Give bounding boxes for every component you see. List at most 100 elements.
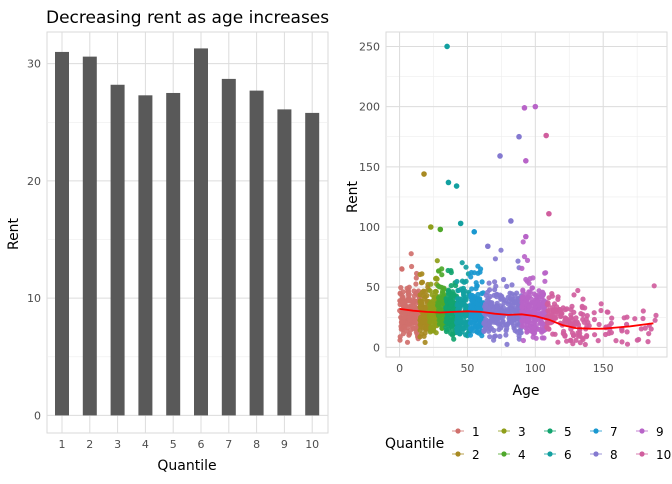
scatter-point-quantile-7 (479, 290, 485, 297)
scatter-outlier-point (485, 243, 491, 250)
scatter-y-tick-label: 0 (373, 341, 380, 354)
scatter-outlier-points (421, 43, 552, 250)
legend-label-10: 10 (656, 448, 671, 462)
scatter-point-quantile-6 (454, 327, 460, 333)
bar-6 (194, 48, 208, 416)
bar-1 (55, 51, 69, 416)
scatter-point-quantile-7 (468, 274, 474, 280)
scatter-point-quantile-3 (430, 314, 436, 321)
scatter-point-quantile-4 (439, 272, 445, 278)
scatter-point-quantile-8 (484, 289, 491, 295)
scatter-point-quantile-1 (404, 285, 410, 291)
scatter-point-quantile-2 (424, 293, 430, 299)
legend-key-6 (547, 451, 553, 457)
scatter-point-quantile-8 (498, 247, 504, 253)
scatter-point-quantile-7 (475, 306, 481, 312)
scatter-point-quantile-10 (571, 332, 577, 338)
scatter-point-quantile-3 (434, 258, 440, 264)
scatter-point-quantile-10 (640, 315, 646, 322)
scatter-point-quantile-8 (494, 291, 500, 297)
scatter-point-quantile-10 (573, 337, 579, 343)
bar-x-axis-label: Quantile (157, 458, 216, 474)
scatter-point-quantile-1 (399, 295, 406, 301)
scatter-point-quantile-2 (419, 271, 425, 277)
bar-x-tick-label: 5 (170, 438, 177, 451)
scatter-point-quantile-9 (539, 320, 546, 327)
scatter-point-quantile-8 (494, 303, 500, 309)
scatter-point-quantile-5 (444, 315, 450, 321)
scatter-point-quantile-10 (577, 340, 583, 346)
scatter-point-quantile-10 (549, 293, 556, 299)
scatter-point-quantile-2 (420, 318, 426, 324)
scatter-point-quantile-5 (445, 267, 451, 274)
scatter-point-quantile-10 (568, 337, 574, 343)
legend-key-5 (547, 428, 553, 434)
scatter-point-quantile-10 (592, 332, 598, 338)
scatter-outlier-point (453, 183, 460, 189)
scatter-point-quantile-10 (598, 307, 604, 314)
scatter-point-quantile-1 (406, 297, 412, 303)
scatter-point-quantile-7 (469, 292, 475, 298)
scatter-point-quantile-10 (573, 315, 579, 321)
scatter-point-quantile-8 (491, 337, 497, 343)
scatter-point-quantile-3 (428, 324, 434, 330)
scatter-point-quantile-10 (579, 305, 586, 311)
bar-y-tick-label: 20 (27, 175, 41, 188)
scatter-point-quantile-9 (520, 239, 526, 245)
scatter-point-quantile-3 (434, 276, 440, 282)
scatter-point-quantile-10 (555, 339, 561, 345)
scatter-point-quantile-10 (621, 315, 627, 321)
scatter-point-quantile-10 (598, 301, 604, 307)
scatter-point-quantile-10 (546, 326, 552, 332)
scatter-point-quantile-7 (470, 298, 476, 304)
scatter-point-quantile-1 (399, 319, 405, 325)
scatter-point-quantile-1 (398, 326, 404, 332)
legend-items: 1 2 3 4 5 6 7 8 9 10 (452, 425, 671, 462)
legend-label-3: 3 (518, 425, 526, 439)
scatter-point-quantile-10 (562, 333, 568, 339)
scatter-point-quantile-10 (583, 316, 589, 322)
bar-y-axis-label: Rent (6, 217, 22, 250)
scatter-point-quantile-6 (459, 260, 465, 266)
scatter-point-quantile-2 (417, 292, 423, 298)
scatter-point-quantile-10 (596, 321, 602, 328)
scatter-point-quantile-10 (546, 307, 552, 313)
scatter-point-quantile-10 (558, 313, 564, 319)
scatter-x-axis-label: Age (512, 383, 539, 399)
scatter-point-quantile-10 (552, 331, 558, 337)
scatter-point-quantile-9 (524, 257, 531, 263)
scatter-point-quantile-1 (404, 339, 411, 345)
bar-x-tick-label: 8 (253, 438, 260, 451)
bar-x-tick-label: 7 (225, 438, 232, 451)
scatter-point-quantile-7 (475, 301, 481, 307)
scatter-point-quantile-9 (541, 335, 547, 341)
scatter-point-quantile-8 (513, 305, 519, 311)
scatter-point-quantile-9 (519, 318, 525, 324)
scatter-outlier-point (523, 157, 529, 164)
scatter-point-quantile-1 (406, 332, 412, 338)
scatter-point-quantile-1 (413, 275, 419, 281)
trend-line (399, 308, 654, 330)
scatter-point-quantile-2 (417, 334, 423, 340)
scatter-point-quantile-10 (571, 292, 577, 298)
scatter-point-quantile-8 (489, 300, 495, 306)
scatter-y-tick-label: 150 (359, 161, 380, 174)
legend-key-2 (455, 451, 461, 457)
scatter-point-quantile-1 (409, 263, 415, 270)
scatter-point-quantile-6 (462, 304, 468, 310)
scatter-point-quantile-5 (448, 283, 454, 289)
scatter-point-quantile-8 (492, 279, 498, 285)
legend-label-8: 8 (610, 448, 618, 462)
scatter-outlier-point (543, 132, 549, 139)
bar-2 (82, 56, 97, 416)
scatter-point-quantile-4 (435, 295, 442, 301)
scatter-point-quantile-5 (444, 327, 450, 333)
scatter-point-quantile-9 (520, 300, 526, 306)
legend-key-4 (501, 451, 507, 457)
scatter-points (397, 239, 659, 348)
scatter-point-quantile-8 (512, 292, 518, 298)
scatter-point-quantile-4 (439, 325, 445, 331)
scatter-point-quantile-8 (484, 297, 490, 304)
scatter-point-quantile-6 (454, 278, 460, 285)
scatter-y-tick-label: 100 (359, 221, 380, 234)
